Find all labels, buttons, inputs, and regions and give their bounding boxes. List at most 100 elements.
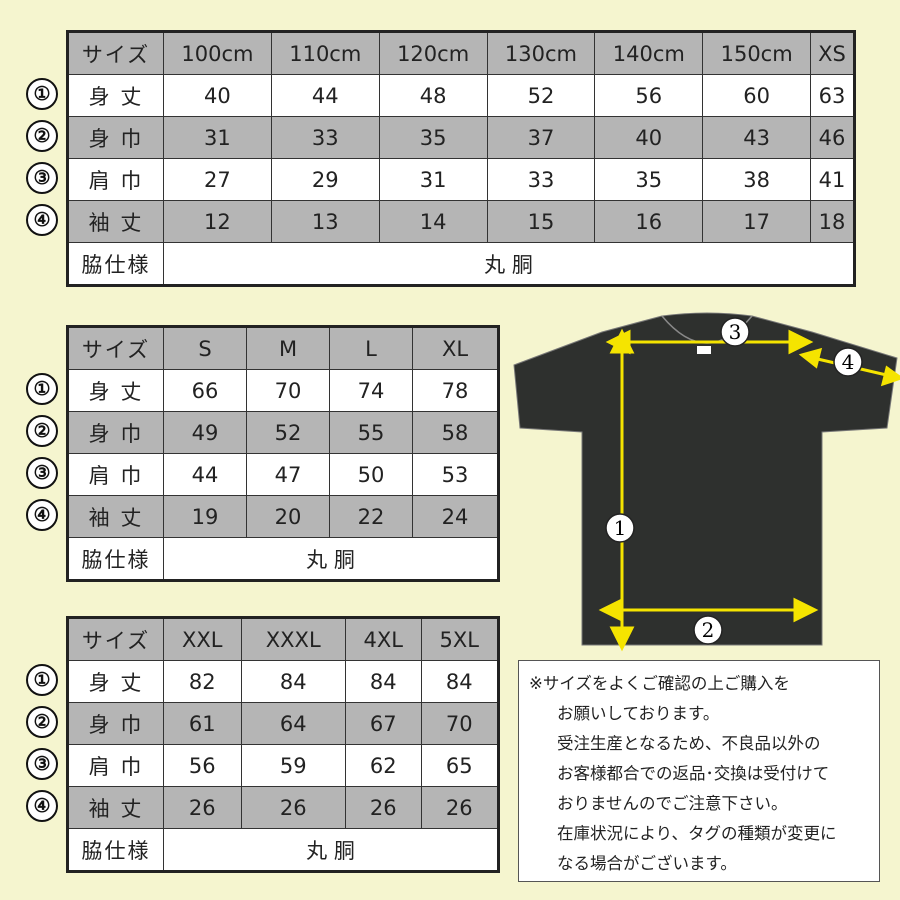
note-line: おりませんのでご注意下さい。 (557, 794, 788, 813)
value-cell: 61 (163, 702, 242, 745)
header-cell: XXXL (240, 617, 346, 661)
table-row: 袖 丈 12 13 14 15 16 17 18 (67, 200, 855, 243)
value-cell: 84 (344, 660, 422, 703)
row-label: 袖 丈 (67, 495, 164, 538)
header-cell: 130cm (486, 31, 596, 75)
value-cell: 24 (412, 495, 499, 538)
value-cell: 33 (486, 158, 596, 201)
side-spec-label: 脇仕様 (67, 242, 164, 286)
row-label: 身 巾 (67, 116, 164, 159)
value-cell: 52 (486, 74, 596, 117)
table-row: 身 丈 66 70 74 78 (67, 369, 499, 412)
header-row: サイズ 100cm 110cm 120cm 130cm 140cm 150cm XS (67, 31, 855, 75)
row-marker-2: ② (26, 120, 58, 152)
value-cell: 35 (594, 158, 704, 201)
header-cell: サイズ (67, 617, 164, 661)
header-cell: 100cm (163, 31, 272, 75)
header-cell: 120cm (378, 31, 488, 75)
value-cell: 15 (486, 200, 596, 243)
value-cell: 58 (412, 411, 499, 454)
side-spec-row: 脇仕様丸 胴 (67, 242, 855, 286)
table-row: 肩 巾 56 59 62 65 (67, 744, 499, 787)
value-cell: 84 (420, 660, 499, 703)
table-row: 身 巾 31 33 35 37 40 43 46 (67, 116, 855, 159)
header-cell: XS (810, 31, 855, 75)
value-cell: 82 (163, 660, 242, 703)
note-line: なる場合がございます。 (557, 854, 737, 873)
tag-icon (697, 346, 711, 354)
header-row: サイズ XXL XXXL 4XL 5XL (67, 617, 499, 661)
side-spec-row: 脇仕様丸 胴 (67, 828, 499, 872)
value-cell: 70 (246, 369, 330, 412)
side-spec-value: 丸 胴 (163, 537, 499, 581)
value-cell: 66 (163, 369, 247, 412)
row-label: 身 丈 (67, 660, 164, 703)
row-marker-3: ③ (26, 162, 58, 194)
header-cell: 4XL (344, 617, 422, 661)
row-label: 肩 巾 (67, 453, 164, 496)
value-cell: 43 (702, 116, 812, 159)
size-table-xxl-5xl: サイズ XXL XXXL 4XL 5XL 身 丈 82 84 84 84 身 巾 61 64 67 70 肩 … (66, 616, 500, 873)
value-cell: 84 (240, 660, 346, 703)
note-line: 受注生産となるため、不良品以外の (557, 734, 821, 753)
value-cell: 60 (702, 74, 812, 117)
row-marker-4: ④ (26, 790, 58, 822)
header-cell: サイズ (67, 31, 164, 75)
value-cell: 26 (420, 786, 499, 829)
row-marker-1: ① (26, 373, 58, 405)
value-cell: 26 (240, 786, 346, 829)
value-cell: 65 (420, 744, 499, 787)
header-cell: 140cm (594, 31, 704, 75)
row-marker-2: ② (26, 706, 58, 738)
value-cell: 55 (329, 411, 413, 454)
value-cell: 62 (344, 744, 422, 787)
header-cell: 5XL (420, 617, 499, 661)
value-cell: 41 (810, 158, 855, 201)
row-label: 身 丈 (67, 369, 164, 412)
value-cell: 44 (163, 453, 247, 496)
value-cell: 18 (810, 200, 855, 243)
value-cell: 16 (594, 200, 704, 243)
table-row: 袖 丈 26 26 26 26 (67, 786, 499, 829)
value-cell: 64 (240, 702, 346, 745)
row-label: 肩 巾 (67, 158, 164, 201)
value-cell: 37 (486, 116, 596, 159)
value-cell: 78 (412, 369, 499, 412)
note-line: お願いしております。 (557, 704, 720, 723)
table-row: 肩 巾 27 29 31 33 35 38 41 (67, 158, 855, 201)
row-label: 身 巾 (67, 702, 164, 745)
table-row: 袖 丈 19 20 22 24 (67, 495, 499, 538)
marker-1: 1 (614, 516, 627, 540)
value-cell: 14 (378, 200, 488, 243)
value-cell: 48 (378, 74, 488, 117)
value-cell: 59 (240, 744, 346, 787)
table-row: 身 丈 40 44 48 52 56 60 63 (67, 74, 855, 117)
header-cell: S (163, 326, 247, 370)
row-marker-3: ③ (26, 457, 58, 489)
value-cell: 33 (270, 116, 380, 159)
value-cell: 27 (163, 158, 272, 201)
value-cell: 12 (163, 200, 272, 243)
value-cell: 70 (420, 702, 499, 745)
value-cell: 53 (412, 453, 499, 496)
row-marker-3: ③ (26, 748, 58, 780)
row-label: 身 巾 (67, 411, 164, 454)
header-cell: 150cm (702, 31, 812, 75)
value-cell: 50 (329, 453, 413, 496)
value-cell: 56 (594, 74, 704, 117)
value-cell: 46 (810, 116, 855, 159)
value-cell: 29 (270, 158, 380, 201)
row-marker-4: ④ (26, 499, 58, 531)
value-cell: 17 (702, 200, 812, 243)
side-spec-row: 脇仕様丸 胴 (67, 537, 499, 581)
row-label: 肩 巾 (67, 744, 164, 787)
header-cell: サイズ (67, 326, 164, 370)
row-marker-4: ④ (26, 204, 58, 236)
value-cell: 22 (329, 495, 413, 538)
header-cell: M (246, 326, 330, 370)
value-cell: 35 (378, 116, 488, 159)
value-cell: 31 (378, 158, 488, 201)
value-cell: 67 (344, 702, 422, 745)
header-cell: L (329, 326, 413, 370)
marker-2: 2 (702, 618, 715, 642)
